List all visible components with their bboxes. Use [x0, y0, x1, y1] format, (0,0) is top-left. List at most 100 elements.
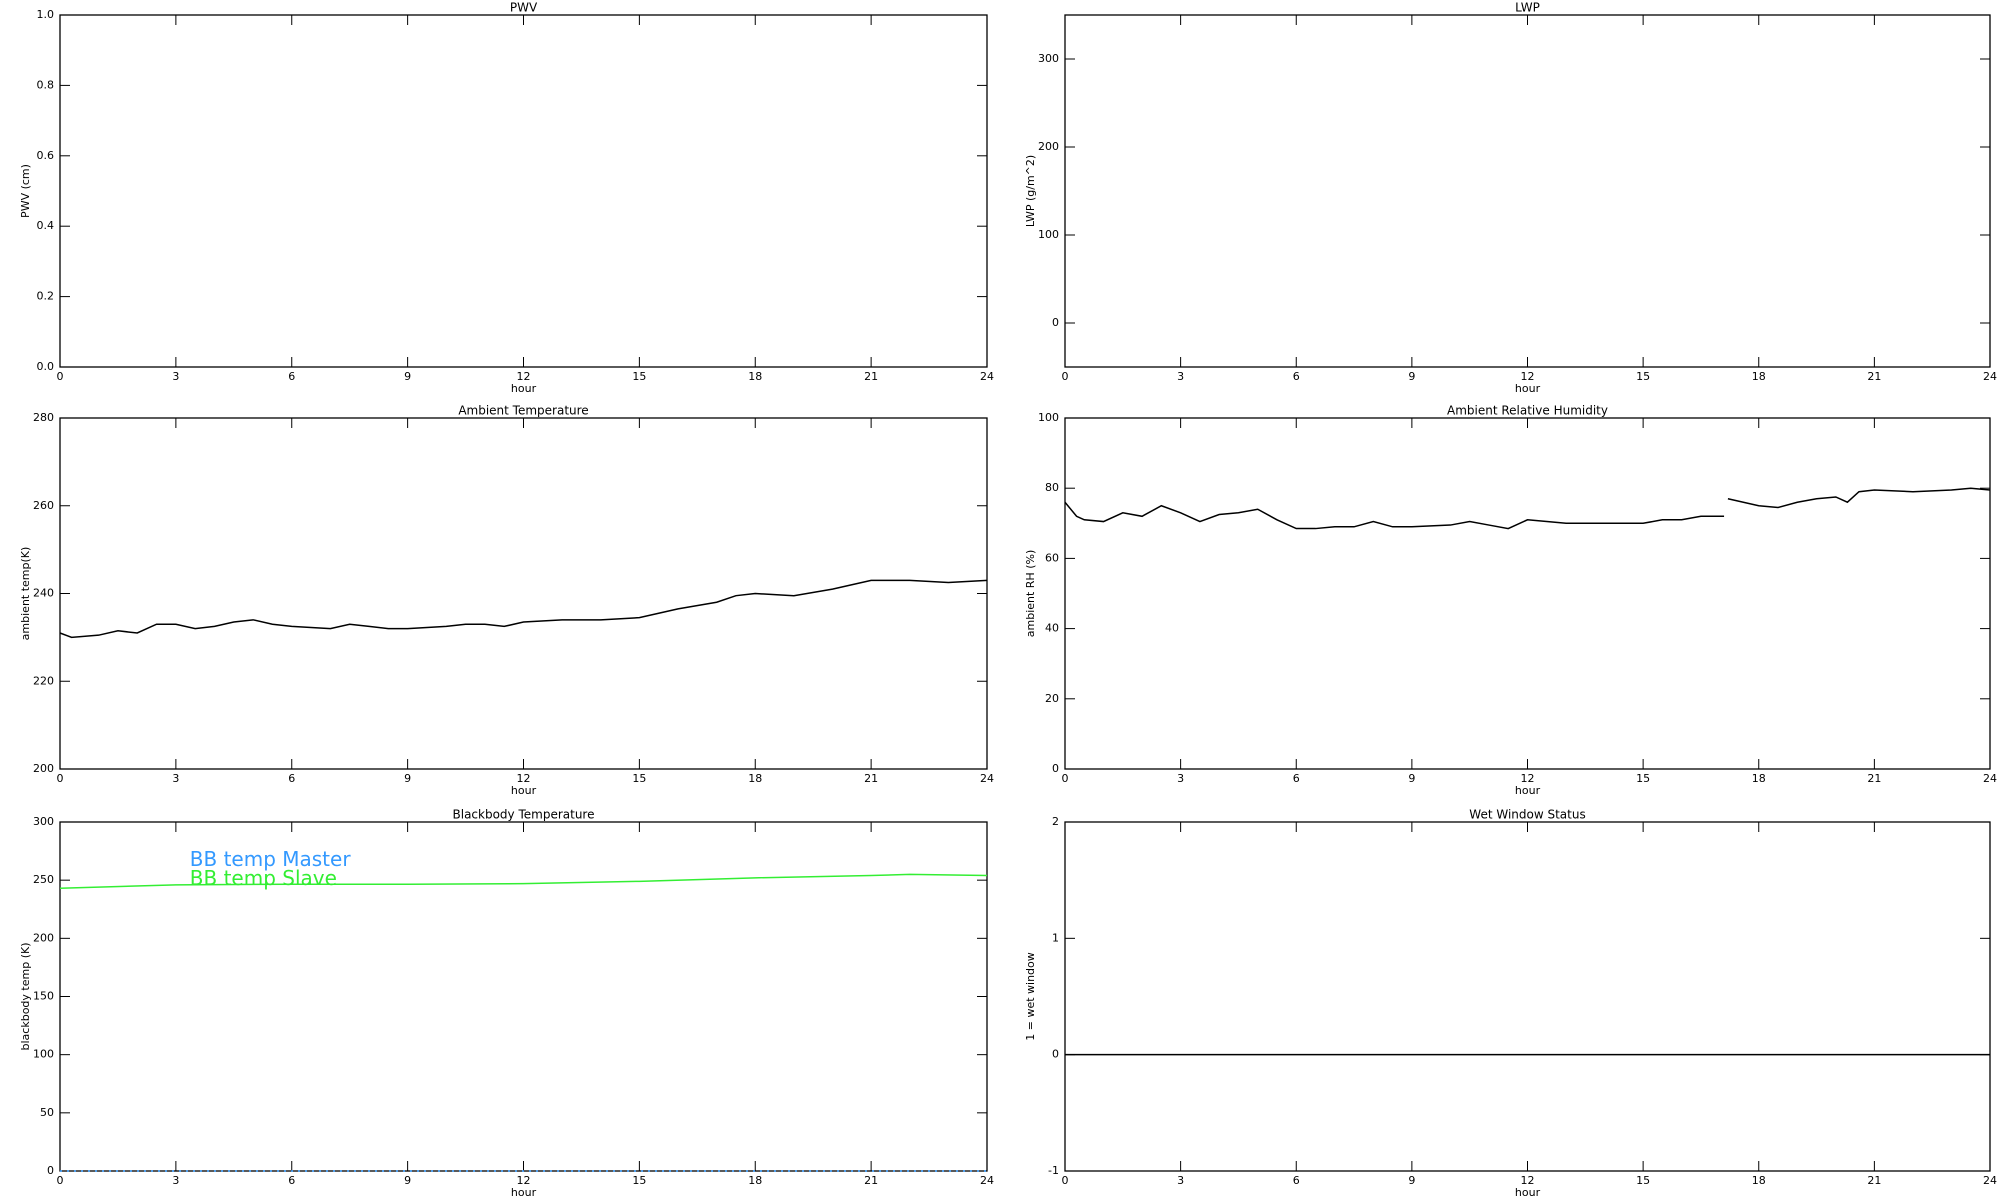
y-tick-label: 1.0 — [37, 8, 55, 21]
x-axis-label: hour — [1515, 784, 1541, 797]
series-line — [59, 579, 988, 639]
plot-frame — [59, 417, 988, 770]
chart-title: Ambient Relative Humidity — [1447, 404, 1608, 418]
x-tick-label: 24 — [980, 1174, 994, 1187]
x-axis-label: hour — [511, 784, 537, 797]
y-tick-label: -1 — [1048, 1164, 1059, 1177]
x-tick-label: 15 — [632, 370, 646, 383]
x-tick-label: 9 — [404, 370, 411, 383]
y-tick-label: 100 — [1038, 411, 1059, 424]
x-tick-label: 12 — [1521, 370, 1535, 383]
x-tick-label: 6 — [288, 772, 295, 785]
y-tick-label: 0 — [1052, 762, 1059, 775]
plot-frame — [59, 14, 988, 368]
y-tick-label: 250 — [33, 873, 54, 886]
chart-panel: Ambient Temperature hour ambient temp(K) 0 3… — [19, 404, 994, 798]
chart-title: Wet Window Status — [1469, 808, 1585, 822]
x-tick-label: 21 — [1867, 370, 1881, 383]
x-axis-label: hour — [511, 382, 537, 395]
x-tick-label: 24 — [1983, 1174, 1997, 1187]
x-tick-label: 18 — [748, 1174, 762, 1187]
y-tick-label: 0.6 — [37, 149, 55, 162]
x-tick-label: 18 — [1752, 370, 1766, 383]
y-tick-label: 2 — [1052, 815, 1059, 828]
y-tick-label: 200 — [1038, 140, 1059, 153]
y-tick-label: 1 — [1052, 931, 1059, 944]
y-tick-label: 260 — [33, 499, 54, 512]
x-tick-label: 18 — [748, 370, 762, 383]
x-tick-label: 9 — [1408, 772, 1415, 785]
x-tick-label: 12 — [517, 1174, 531, 1187]
y-tick-label: 150 — [33, 990, 54, 1003]
x-axis-label: hour — [1515, 1186, 1541, 1199]
y-axis-label: PWV (cm) — [19, 164, 32, 218]
chart-panel: PWV hour PWV (cm) 0 3 6 9 12 15 18 21 24 0.0 0.2 0.4 0.… — [19, 1, 994, 396]
x-tick-label: 9 — [1408, 1174, 1415, 1187]
chart-title: Blackbody Temperature — [453, 808, 595, 822]
y-axis-label: 1 = wet window — [1024, 952, 1037, 1041]
x-tick-label: 0 — [57, 772, 64, 785]
y-tick-label: 200 — [33, 931, 54, 944]
y-tick-label: 200 — [33, 762, 54, 775]
x-tick-label: 0 — [1062, 1174, 1069, 1187]
y-tick-label: 0.4 — [37, 219, 55, 232]
x-tick-label: 3 — [1177, 370, 1184, 383]
x-tick-label: 21 — [864, 370, 878, 383]
chart-title: PWV — [510, 1, 538, 15]
x-tick-label: 0 — [1062, 772, 1069, 785]
x-tick-label: 9 — [404, 1174, 411, 1187]
x-tick-label: 3 — [172, 1174, 179, 1187]
y-tick-label: 0.0 — [37, 360, 55, 373]
x-tick-label: 9 — [1408, 370, 1415, 383]
chart-panel: LWP hour LWP (g/m^2) 0 3 6 9 12 15 18 21 24 0 100 200 3… — [1024, 1, 1997, 396]
x-axis-label: hour — [511, 1186, 537, 1199]
x-tick-label: 18 — [1752, 1174, 1766, 1187]
plot-frame — [1064, 14, 1991, 368]
y-tick-label: 100 — [1038, 228, 1059, 241]
x-tick-label: 12 — [1521, 1174, 1535, 1187]
chart-title: Ambient Temperature — [458, 404, 588, 418]
y-tick-label: 300 — [1038, 52, 1059, 65]
x-tick-label: 12 — [517, 370, 531, 383]
x-tick-label: 3 — [1177, 1174, 1184, 1187]
y-axis-label: LWP (g/m^2) — [1024, 155, 1037, 227]
series-line — [59, 873, 988, 890]
x-tick-label: 21 — [864, 772, 878, 785]
y-axis-label: ambient RH (%) — [1024, 550, 1037, 638]
x-tick-label: 15 — [1636, 772, 1650, 785]
x-tick-label: 24 — [1983, 772, 1997, 785]
x-tick-label: 21 — [1867, 772, 1881, 785]
y-tick-label: 280 — [33, 411, 54, 424]
y-tick-label: 40 — [1045, 622, 1059, 635]
y-tick-label: 0 — [1052, 1048, 1059, 1061]
chart-title: LWP — [1515, 1, 1540, 15]
y-tick-label: 0.8 — [37, 78, 55, 91]
x-tick-label: 18 — [1752, 772, 1766, 785]
plot-frame — [1064, 821, 1991, 1172]
y-axis-label: blackbody temp (K) — [19, 943, 32, 1051]
x-tick-label: 12 — [517, 772, 531, 785]
x-tick-label: 15 — [1636, 1174, 1650, 1187]
y-tick-label: 60 — [1045, 551, 1059, 564]
x-tick-label: 24 — [980, 772, 994, 785]
x-tick-label: 21 — [1867, 1174, 1881, 1187]
x-tick-label: 9 — [404, 772, 411, 785]
y-tick-label: 80 — [1045, 481, 1059, 494]
plot-frame — [1064, 417, 1991, 770]
chart-panel: Ambient Relative Humidity hour ambient RH … — [1024, 404, 1997, 798]
x-tick-label: 15 — [1636, 370, 1650, 383]
x-tick-label: 3 — [172, 370, 179, 383]
x-tick-label: 6 — [288, 1174, 295, 1187]
y-tick-label: 0 — [47, 1164, 54, 1177]
y-tick-label: 220 — [33, 674, 54, 687]
x-tick-label: 15 — [632, 1174, 646, 1187]
x-tick-label: 6 — [1293, 772, 1300, 785]
x-tick-label: 6 — [1293, 1174, 1300, 1187]
x-tick-label: 0 — [1062, 370, 1069, 383]
chart-panel: Blackbody Temperature hour blackbody temp … — [19, 808, 994, 1200]
x-tick-label: 21 — [864, 1174, 878, 1187]
series-line — [1064, 487, 1991, 530]
x-tick-label: 6 — [288, 370, 295, 383]
x-tick-label: 6 — [1293, 370, 1300, 383]
